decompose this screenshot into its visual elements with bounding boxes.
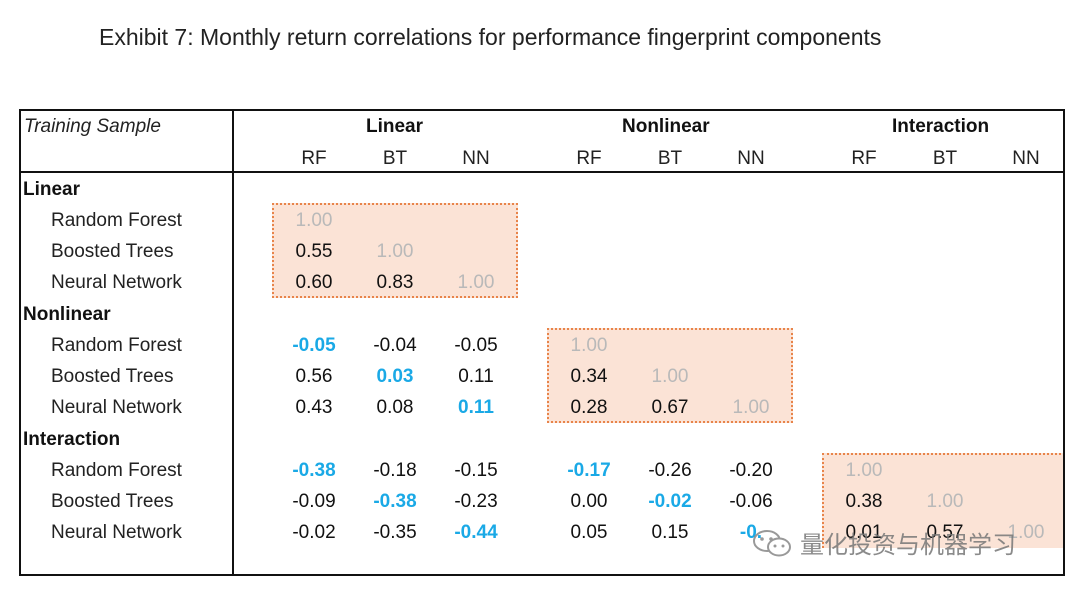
interaction-block-box — [822, 453, 1065, 548]
table-cell: 0.83 — [376, 272, 414, 293]
table-cell: 1.00 — [295, 210, 333, 231]
corner-label: Training Sample — [24, 116, 161, 137]
section-label-linear: Linear — [23, 179, 81, 200]
row-label: Random Forest — [51, 460, 182, 481]
table-cell: 0.11 — [458, 366, 494, 387]
table-frame — [19, 109, 1065, 576]
column-header-nn: NN — [737, 148, 765, 169]
column-header-rf: RF — [576, 148, 602, 169]
table-cell: -0.05 — [292, 335, 336, 356]
table-cell: 1.00 — [845, 460, 883, 481]
row-label: Neural Network — [51, 522, 182, 543]
row-label: Neural Network — [51, 397, 182, 418]
column-header-rf: RF — [851, 148, 877, 169]
column-header-nn: NN — [1012, 148, 1040, 169]
nonlinear-block-box — [547, 328, 793, 423]
table-cell: -0.38 — [292, 460, 336, 481]
row-label: Random Forest — [51, 210, 182, 231]
table-cell: 0.08 — [376, 397, 414, 418]
wechat-icon — [753, 529, 791, 556]
section-label-nonlinear: Nonlinear — [23, 304, 111, 325]
table-cell: 1.00 — [732, 397, 770, 418]
row-label: Boosted Trees — [51, 241, 174, 262]
table-cell: -0.26 — [648, 460, 692, 481]
table-cell: -0.17 — [567, 460, 611, 481]
table-cell: 1.00 — [1007, 522, 1045, 543]
column-header-nn: NN — [462, 148, 490, 169]
column-header-bt: BT — [657, 148, 683, 169]
table-cell: 1.00 — [570, 335, 608, 356]
row-label: Boosted Trees — [51, 366, 174, 387]
group-header-linear: Linear — [366, 116, 424, 137]
exhibit-title: Exhibit 7: Monthly return correlations f… — [99, 24, 882, 50]
table-cell: -0.04 — [373, 335, 417, 356]
watermark: 量化投资与机器学习 — [752, 525, 1016, 560]
group-header-nonlinear: Nonlinear — [622, 116, 710, 137]
header-divider — [19, 171, 1065, 173]
table-cell: -0.09 — [292, 491, 336, 512]
row-label: Random Forest — [51, 335, 182, 356]
table-cell: 0.34 — [570, 366, 608, 387]
table-cell: 0.38 — [845, 491, 883, 512]
linear-block-box — [272, 203, 518, 298]
table-cell: 0.11 — [458, 397, 494, 418]
table-cell: -0.06 — [729, 491, 773, 512]
table-cell: -0.23 — [454, 491, 498, 512]
table-cell: -0. — [739, 522, 763, 543]
table-cell: 0.56 — [295, 366, 333, 387]
column-divider — [232, 109, 234, 576]
column-header-bt: BT — [932, 148, 958, 169]
table-cell: -0.18 — [373, 460, 417, 481]
table-cell: -0.15 — [454, 460, 498, 481]
row-label: Boosted Trees — [51, 491, 174, 512]
table-cell: -0.44 — [454, 522, 498, 543]
table-cell: 1.00 — [457, 272, 495, 293]
table-cell: -0.38 — [373, 491, 417, 512]
column-header-rf: RF — [301, 148, 327, 169]
table-cell: 0.00 — [570, 491, 608, 512]
table-cell: 0.05 — [570, 522, 608, 543]
table-cell: 0.03 — [376, 366, 414, 387]
table-cell: 0.15 — [651, 522, 689, 543]
table-cell: -0.35 — [373, 522, 417, 543]
section-label-interaction: Interaction — [23, 429, 121, 450]
table-cell: 0.28 — [570, 397, 608, 418]
row-label: Neural Network — [51, 272, 182, 293]
table-cell: 0.55 — [295, 241, 333, 262]
watermark-text: 量化投资与机器学习 — [800, 532, 1016, 559]
group-header-interaction: Interaction — [892, 116, 990, 137]
table-cell: 0.67 — [651, 397, 689, 418]
table-cell: -0.02 — [292, 522, 336, 543]
table-cell: 1.00 — [651, 366, 689, 387]
table-cell: 1.00 — [376, 241, 414, 262]
table-cell: 0.57 — [926, 522, 964, 543]
table-cell: -0.20 — [729, 460, 773, 481]
table-cell: 1.00 — [926, 491, 964, 512]
table-cell: -0.02 — [648, 491, 692, 512]
table-cell: 0.01 — [845, 522, 883, 543]
table-cell: -0.05 — [454, 335, 498, 356]
table-cell: 0.43 — [295, 397, 333, 418]
column-header-bt: BT — [382, 148, 408, 169]
table-cell: 0.60 — [295, 272, 333, 293]
